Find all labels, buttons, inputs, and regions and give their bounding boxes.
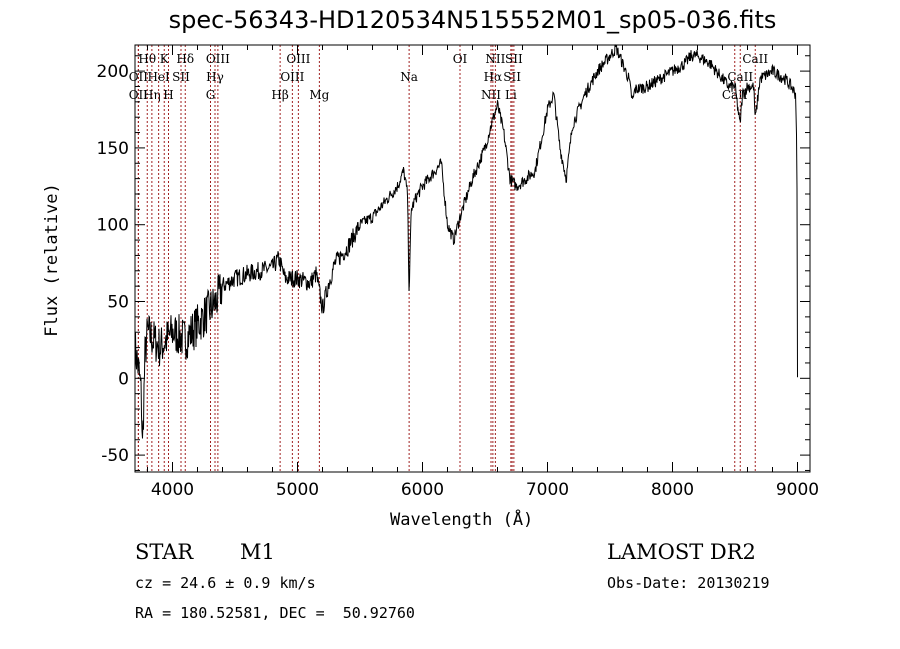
y-tick-label: -50 [101,446,129,466]
spectral-line-label: H [163,88,173,102]
spectral-line-label: OIII [286,52,310,66]
spectral-line-label: CaII [742,52,768,66]
spectral-line-label: Na [400,70,418,84]
coordinates: RA = 180.52581, DEC = 50.92760 [135,604,415,622]
spectral-line-label: Hγ [206,70,224,84]
y-axis-label: Flux (relative) [41,183,62,337]
survey-name: LAMOST DR2 [607,540,756,564]
spectral-line-label: K [160,52,170,66]
spectral-line-label: OII [129,70,149,84]
x-axis-label: Wavelength (Å) [390,510,534,530]
spectral-line-label: Hθ [138,52,156,66]
x-tick-label: 4000 [151,480,194,500]
x-tick-label: 6000 [401,480,444,500]
y-tick-label: 0 [118,369,129,389]
redshift-cz: cz = 24.6 ± 0.9 km/s [135,574,316,592]
spectral-line-label: Hβ [271,88,288,102]
spectral-line-label: SII [172,70,190,84]
y-tick-label: 200 [97,62,129,82]
spectral-line-label: Li [505,88,517,102]
object-subclass: M1 [240,540,275,564]
y-tick-label: 100 [97,216,129,236]
spectral-line-label: G [206,88,216,102]
spectral-line-label: Mg [309,88,329,102]
y-tick-label: 150 [97,139,129,159]
spectral-line-label: CaII [727,70,753,84]
spectral-line-label: SII [505,52,523,66]
spectral-line-label: SII [503,70,521,84]
spectral-line-label: Hδ [176,52,194,66]
obs-date: Obs-Date: 20130219 [607,574,770,592]
spectral-line-label: OIII [206,52,230,66]
object-class: STAR [135,540,194,564]
chart-title: spec-56343-HD120534N515552M01_sp05-036.f… [168,6,777,34]
spectral-line-label: NII [481,88,501,102]
x-tick-label: 9000 [776,480,819,500]
spectral-line-label: OIII [280,70,304,84]
plot-frame [134,44,811,473]
spectral-line-label: CaII [722,88,748,102]
spectral-line-label: Hα [484,70,503,84]
y-tick-label: 50 [107,293,129,313]
spectral-line-label: OI [453,52,468,66]
x-tick-label: 5000 [276,480,319,500]
spectrum-line [134,44,798,439]
spectral-line-label: NII [485,52,505,66]
spectral-line-label: Hη [143,88,161,102]
spectral-line-label: HeI [147,70,170,84]
x-tick-label: 8000 [651,480,694,500]
x-tick-label: 7000 [526,480,569,500]
